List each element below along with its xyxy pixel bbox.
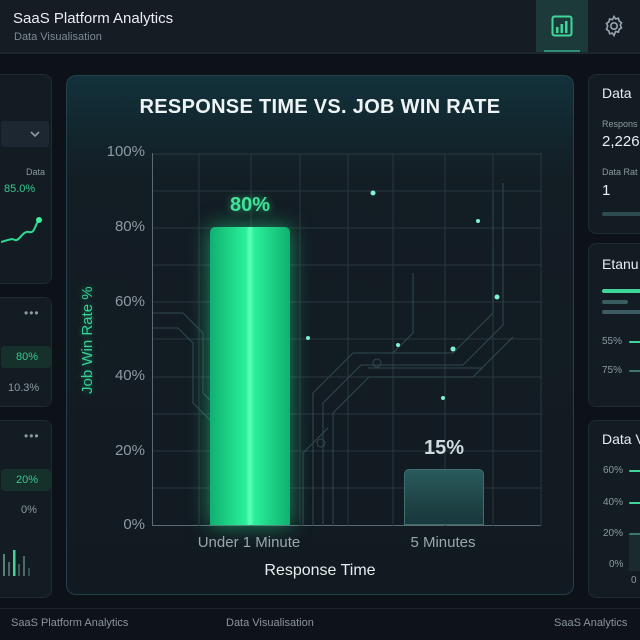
right-card-etanu: Etanu 55% 75%: [588, 243, 640, 407]
metric-highlight: 20%: [16, 474, 39, 486]
y-tick: 40%: [603, 497, 624, 508]
stat-label: Data Rat: [602, 167, 638, 177]
y-tick: 20%: [603, 528, 624, 539]
metric-secondary: 10.3%: [8, 382, 40, 394]
y-tick: 80%: [114, 218, 145, 235]
card-title: Data: [602, 85, 632, 101]
bar-value-label: 15%: [423, 437, 465, 459]
y-tick: 40%: [114, 367, 145, 384]
stat-label: Respons: [602, 119, 638, 129]
y-tick: 100%: [106, 143, 145, 160]
row-label: 55%: [602, 336, 623, 347]
app-subtitle: Data Visualisation: [14, 31, 102, 43]
y-tick: 60%: [603, 465, 624, 476]
card-title: Data V: [602, 431, 640, 447]
y-axis-label: Job Win Rate %: [79, 286, 96, 394]
card-title: Etanu: [602, 256, 639, 272]
gear-icon: [605, 14, 623, 38]
footer-right: SaaS Analytics: [554, 617, 628, 629]
x-tick: Under 1 Minute: [197, 534, 301, 551]
chart-title: RESPONSE TIME VS. JOB WIN RATE: [139, 96, 501, 118]
sparkline: [1, 217, 42, 243]
progress-bar: [602, 212, 640, 216]
period-dropdown[interactable]: [1, 121, 49, 147]
chevron-down-icon: [30, 131, 40, 138]
row-bar: [629, 470, 640, 472]
footer-left: SaaS Platform Analytics: [11, 617, 129, 629]
progress-bar: [602, 289, 640, 293]
metric-secondary: 0%: [21, 504, 37, 516]
left-card-metric-2: ••• 20% 0%: [0, 420, 52, 598]
y-tick: 0%: [609, 559, 624, 570]
x-axis-label: Response Time: [264, 562, 376, 579]
stat-value: 2,226: [602, 133, 640, 150]
x-tick: 5 Minutes: [410, 534, 476, 551]
row-label: 75%: [602, 365, 623, 376]
row-bar: [629, 533, 640, 535]
plot-area: 80% 15%: [152, 153, 542, 526]
bar-under-1-minute[interactable]: [210, 227, 290, 525]
bar-chart-icon: [551, 15, 573, 37]
metric-highlight: 80%: [16, 351, 39, 363]
progress-bar: [602, 300, 628, 304]
left-card-summary: Data 85.0%: [0, 74, 52, 284]
more-menu-icon[interactable]: •••: [24, 429, 40, 443]
right-card-data: Data Respons 2,226 Data Rat 1: [588, 74, 640, 234]
chart-view-button[interactable]: [536, 0, 588, 52]
settings-button[interactable]: [588, 0, 640, 52]
summary-value: 85.0%: [4, 183, 36, 195]
stat-value: 1: [602, 182, 611, 199]
progress-bar: [602, 310, 640, 314]
y-tick: 20%: [114, 442, 145, 459]
app-title: SaaS Platform Analytics: [13, 10, 174, 27]
x-tick: 0: [631, 575, 637, 586]
bar-value-label: 80%: [229, 194, 271, 216]
y-tick: 60%: [114, 293, 145, 310]
summary-label: Data: [26, 167, 46, 177]
row-bar: [629, 370, 640, 372]
mini-bar-chart: [3, 550, 30, 576]
left-card-metric-1: ••• 80% 10.3%: [0, 297, 52, 407]
chart-card: RESPONSE TIME VS. JOB WIN RATE 100% 80% …: [66, 75, 574, 595]
footer: SaaS Platform Analytics Data Visualisati…: [0, 608, 640, 640]
more-menu-icon[interactable]: •••: [24, 306, 40, 320]
y-tick: 0%: [123, 516, 145, 533]
mini-area: [629, 535, 640, 571]
metric-pill: [1, 346, 51, 368]
row-bar: [629, 502, 640, 504]
right-card-data-v: Data V 60% 40% 20% 0% 0: [588, 420, 640, 598]
footer-center: Data Visualisation: [226, 617, 314, 629]
row-bar: [629, 341, 640, 343]
top-bar: SaaS Platform Analytics Data Visualisati…: [0, 0, 640, 54]
metric-pill: [1, 469, 51, 491]
bar-5-minutes[interactable]: [404, 469, 484, 525]
